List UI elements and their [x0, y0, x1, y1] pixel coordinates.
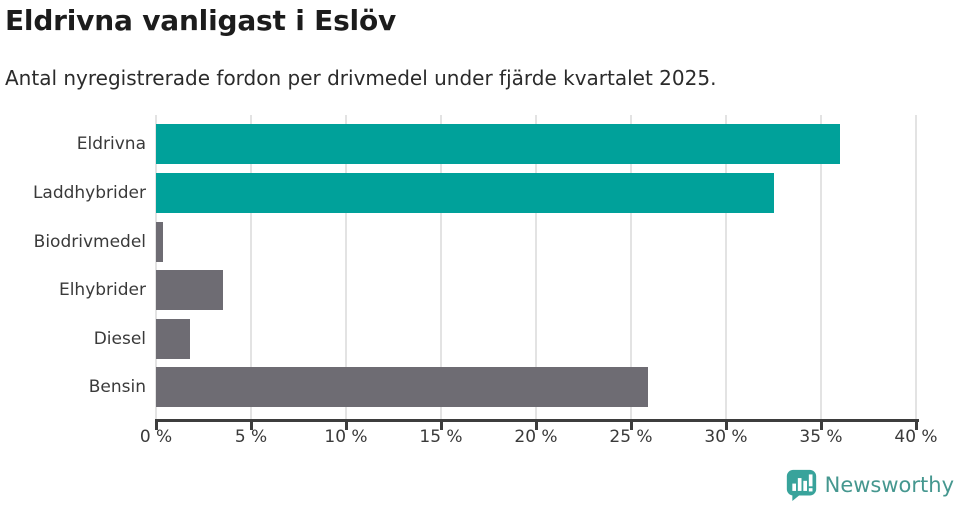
gridline: [915, 115, 917, 420]
x-axis-tick-label: 5 %: [234, 427, 268, 447]
x-axis-tick-label: 15 %: [419, 427, 463, 447]
x-axis-tick: [914, 422, 918, 430]
x-axis-tick-label: 10 %: [324, 427, 368, 447]
category-label-diesel: Diesel: [93, 328, 146, 349]
newsworthy-logo-icon: [786, 469, 816, 501]
x-axis-tick: [439, 422, 443, 430]
chart-subtitle: Antal nyregistrerade fordon per drivmede…: [5, 66, 717, 90]
x-axis-tick-label: 0 %: [139, 427, 173, 447]
bar-biodrivmedel: [156, 221, 163, 262]
x-axis-tick-label: 20 %: [514, 427, 558, 447]
gridline: [725, 115, 727, 420]
x-axis-tick-label: 35 %: [799, 427, 843, 447]
gridline: [345, 115, 347, 420]
x-axis-tick: [629, 422, 633, 430]
x-axis-tick: [724, 422, 728, 430]
newsworthy-logo: Newsworthy: [785, 468, 954, 501]
category-label-biodrivmedel: Biodrivmedel: [33, 231, 146, 252]
gridline: [820, 115, 822, 420]
x-axis-line: [155, 419, 919, 422]
chart-title: Eldrivna vanligast i Eslöv: [5, 4, 397, 37]
category-label-laddhybrider: Laddhybrider: [32, 182, 146, 203]
x-axis-tick: [819, 422, 823, 430]
x-axis-tick-label: 30 %: [704, 427, 748, 447]
x-axis-tick: [344, 422, 348, 430]
x-axis-tick-label: 40 %: [894, 427, 938, 447]
bar-bensin: [156, 367, 649, 408]
plot-area: [155, 115, 918, 420]
gridline: [440, 115, 442, 420]
gridline: [250, 115, 252, 420]
bar-laddhybrider: [156, 172, 774, 213]
bar-diesel: [156, 318, 191, 359]
x-axis-tick-label: 25 %: [609, 427, 653, 447]
bar-elhybrider: [156, 270, 223, 311]
x-axis-tick: [154, 422, 158, 430]
category-label-bensin: Bensin: [88, 377, 146, 398]
gridline: [155, 115, 157, 420]
gridline: [535, 115, 537, 420]
category-label-elhybrider: Elhybrider: [58, 280, 146, 301]
gridline: [630, 115, 632, 420]
x-axis-tick: [534, 422, 538, 430]
bar-eldrivna: [156, 124, 840, 165]
x-axis-tick: [249, 422, 253, 430]
newsworthy-logo-text: Newsworthy: [824, 472, 954, 497]
category-label-eldrivna: Eldrivna: [76, 134, 146, 155]
